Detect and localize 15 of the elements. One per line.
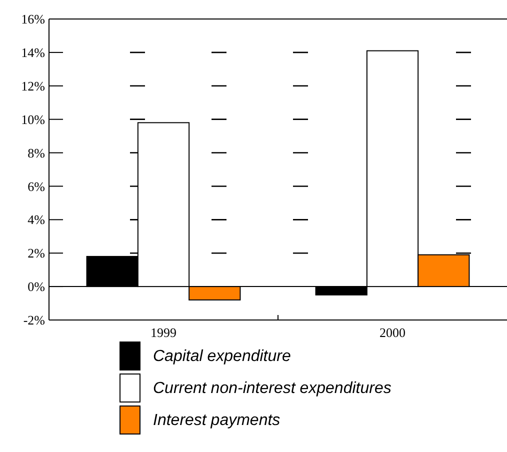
x-tick-label: 2000 bbox=[380, 325, 406, 340]
y-tick-label: 16% bbox=[21, 12, 46, 27]
legend-label: Capital expenditure bbox=[153, 348, 291, 365]
y-tick-label: 2% bbox=[28, 246, 46, 261]
legend-label: Current non-interest expenditures bbox=[153, 380, 392, 397]
x-tick-label: 1999 bbox=[150, 325, 176, 340]
y-tick-label: 10% bbox=[21, 112, 46, 127]
legend-label: Interest payments bbox=[153, 412, 280, 429]
y-tick-label: -2% bbox=[23, 312, 46, 328]
y-tick-label: 14% bbox=[21, 44, 46, 60]
y-tick-label: 4% bbox=[28, 212, 46, 228]
y-tick-label: 6% bbox=[28, 178, 46, 194]
y-tick-label: 0% bbox=[28, 279, 46, 294]
y-tick-label: 8% bbox=[28, 145, 46, 160]
y-tick-label: 12% bbox=[21, 78, 46, 94]
